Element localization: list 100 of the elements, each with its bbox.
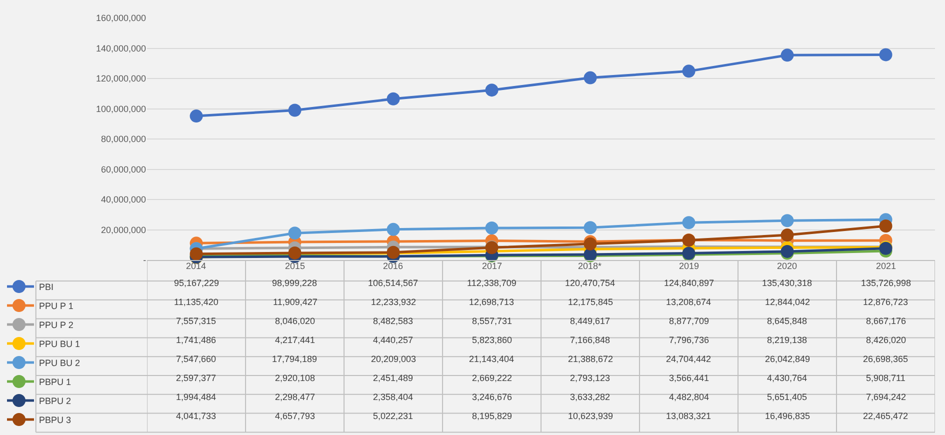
legend-label: PPU BU 1 — [39, 339, 80, 350]
data-label: 8,426,020 — [866, 335, 906, 345]
data-label: 98,999,228 — [272, 278, 318, 288]
y-tick-label: 20,000,000 — [101, 224, 146, 235]
data-label: 4,041,733 — [176, 411, 216, 421]
data-label: 11,135,420 — [174, 297, 218, 307]
data-label: 135,430,318 — [762, 278, 812, 288]
y-tick-label: 80,000,000 — [101, 134, 146, 144]
data-label: 7,796,736 — [669, 335, 710, 345]
data-label: 112,338,709 — [467, 278, 516, 288]
data-label: 1,741,486 — [176, 335, 216, 345]
legend-label: PBPU 3 — [39, 415, 72, 426]
data-label: 7,557,315 — [176, 316, 216, 326]
data-label: 12,876,723 — [863, 297, 908, 307]
legend-label: PBI — [39, 282, 54, 292]
data-label: 95,167,229 — [174, 278, 220, 288]
data-label: 135,726,998 — [861, 278, 912, 288]
point — [584, 221, 597, 234]
data-label: 4,657,793 — [275, 411, 316, 421]
legend-label: PBPU 1 — [39, 377, 72, 388]
point — [879, 220, 892, 233]
data-label: 4,430,764 — [767, 373, 808, 383]
legend-label: PBPU 2 — [39, 396, 72, 406]
point — [485, 84, 498, 97]
data-label: 106,514,567 — [368, 278, 418, 288]
x-tick-label: 2016 — [383, 261, 404, 271]
data-label: 4,440,257 — [373, 335, 414, 345]
data-label: 7,694,242 — [866, 392, 906, 402]
data-label: 17,794,189 — [272, 354, 318, 364]
x-tick-label: 2018* — [578, 261, 602, 271]
point — [780, 214, 794, 228]
data-label: 12,233,932 — [371, 297, 416, 307]
data-label: 11,909,427 — [273, 297, 318, 307]
point — [190, 247, 203, 260]
data-label: 5,651,405 — [767, 392, 808, 402]
data-label: 8,046,020 — [275, 316, 316, 326]
data-label: 3,246,676 — [472, 392, 512, 402]
legend-label: PPU BU 2 — [39, 358, 80, 368]
y-tick-label: - — [143, 255, 146, 266]
data-label: 8,645,848 — [767, 316, 808, 326]
y-tick-label: 120,000,000 — [96, 74, 146, 84]
point — [288, 226, 302, 240]
data-label: 12,175,845 — [568, 297, 614, 307]
point — [780, 228, 794, 242]
point — [485, 222, 498, 235]
data-label: 8,877,709 — [669, 316, 710, 326]
data-label: 12,698,713 — [469, 297, 514, 307]
data-label: 2,298,477 — [275, 392, 316, 402]
data-label: 4,482,804 — [669, 392, 710, 402]
data-label: 3,633,282 — [570, 392, 610, 402]
data-label: 21,388,672 — [568, 354, 614, 364]
data-label: 7,547,660 — [176, 354, 216, 364]
data-label: 12,844,042 — [765, 297, 810, 307]
legend-label: PPU P 1 — [39, 301, 74, 312]
point — [682, 64, 696, 78]
y-tick-label: 40,000,000 — [101, 194, 146, 205]
data-label: 2,920,108 — [275, 373, 316, 383]
data-label: 4,217,441 — [275, 335, 316, 345]
data-label: 5,823,860 — [472, 335, 512, 345]
data-label: 8,482,583 — [373, 316, 414, 326]
data-label: 1,994,484 — [176, 392, 216, 402]
data-label: 2,451,489 — [373, 373, 414, 383]
data-label: 124,840,897 — [664, 278, 714, 288]
y-tick-label: 100,000,000 — [96, 104, 146, 114]
data-label: 2,669,222 — [472, 373, 512, 383]
y-tick-label: 60,000,000 — [101, 164, 146, 174]
data-label: 21,143,404 — [469, 354, 514, 364]
data-label: 7,166,848 — [570, 335, 610, 345]
data-label: 24,704,442 — [666, 354, 712, 364]
y-tick-label: 140,000,000 — [96, 43, 146, 54]
data-label: 13,208,674 — [666, 297, 712, 307]
data-label: 2,793,123 — [570, 373, 610, 383]
data-label: 5,022,231 — [373, 411, 414, 421]
data-label: 16,496,835 — [765, 411, 810, 421]
point — [879, 48, 892, 62]
data-label: 120,470,754 — [565, 278, 616, 288]
data-label: 8,195,829 — [472, 411, 512, 421]
data-label: 8,219,138 — [767, 335, 808, 345]
point — [584, 71, 597, 84]
point — [386, 92, 400, 106]
y-tick-label: 160,000,000 — [96, 13, 146, 24]
data-label: 8,557,731 — [472, 316, 512, 326]
x-tick-label: 2014 — [186, 261, 206, 271]
x-tick-label: 2017 — [482, 261, 502, 271]
x-tick-label: 2021 — [876, 261, 896, 271]
point — [386, 222, 400, 236]
data-label: 26,042,849 — [765, 354, 810, 364]
data-label: 2,597,377 — [176, 373, 216, 383]
x-tick-label: 2020 — [777, 261, 798, 271]
data-label: 10,623,939 — [568, 411, 614, 421]
point — [190, 110, 203, 123]
data-label: 20,209,003 — [371, 354, 416, 364]
data-label: 8,667,176 — [866, 316, 906, 326]
data-label: 8,449,617 — [570, 316, 610, 326]
data-label: 22,465,472 — [863, 411, 908, 421]
point — [682, 216, 696, 230]
data-label: 3,566,441 — [669, 373, 710, 383]
point — [780, 48, 794, 62]
data-label: 13,083,321 — [666, 411, 712, 421]
legend-label: PPU P 2 — [39, 320, 74, 330]
